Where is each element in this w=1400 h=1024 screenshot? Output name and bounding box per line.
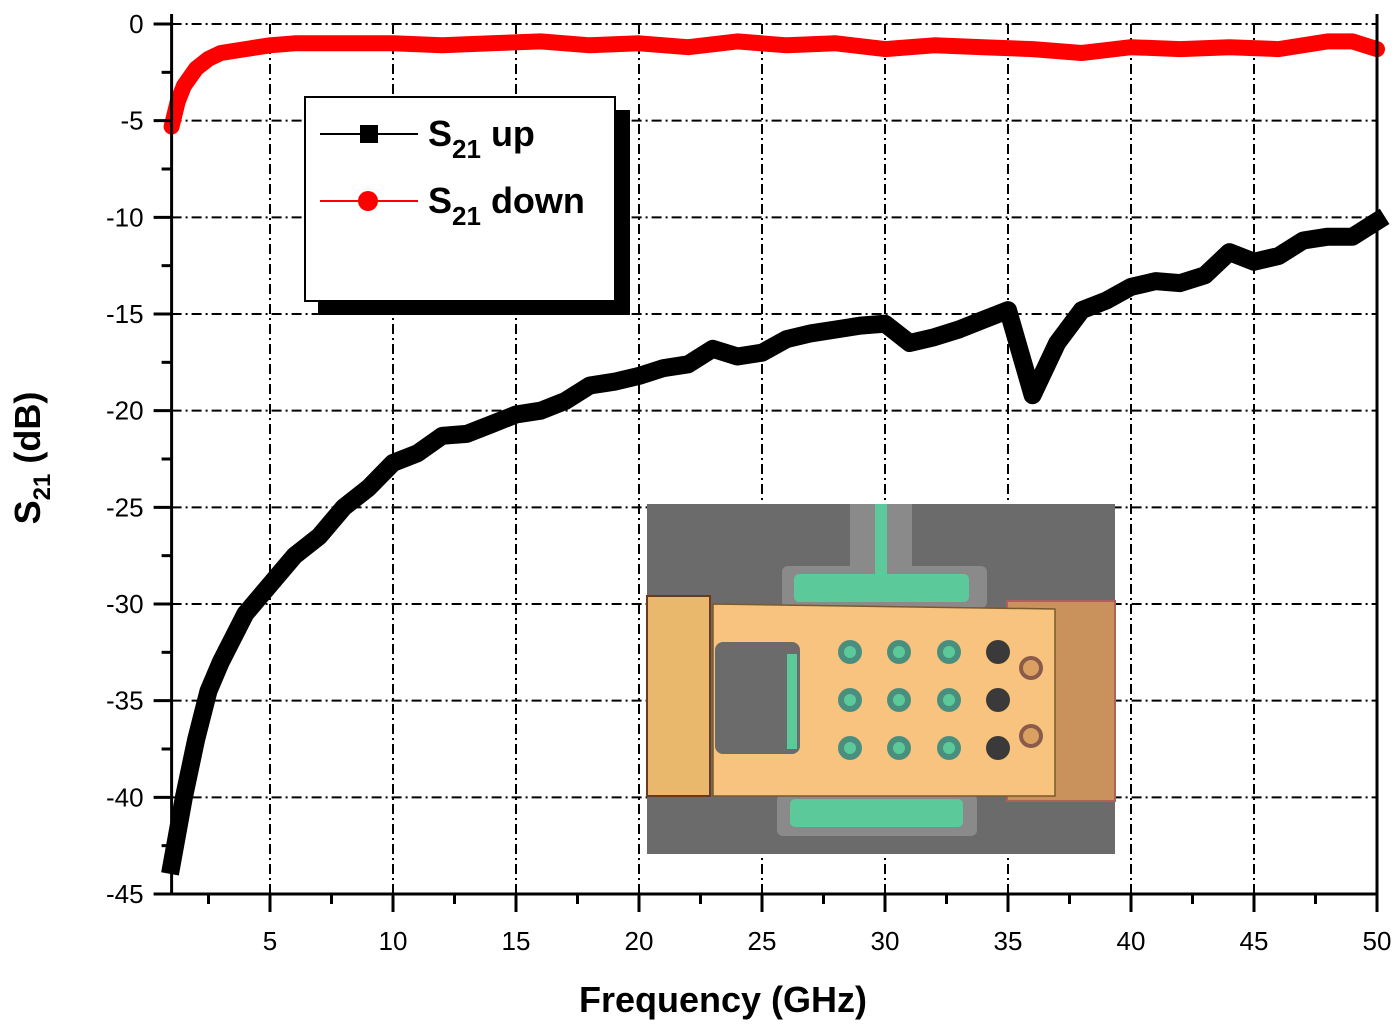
- legend-box: [304, 96, 616, 302]
- x-tick-label: 30: [871, 926, 900, 956]
- svg-text:S21 (dB): S21 (dB): [7, 392, 56, 525]
- x-tick-label: 45: [1240, 926, 1269, 956]
- x-tick-label: 10: [379, 926, 408, 956]
- beam-window: [715, 642, 800, 754]
- legend-square-marker-icon: [360, 125, 378, 143]
- legend-label: S21 up: [428, 113, 535, 164]
- x-tick-label: 40: [1117, 926, 1146, 956]
- data-series: [161, 33, 1390, 876]
- y-tick-label: -5: [120, 106, 143, 136]
- axis-titles: Frequency (GHz) S21 (dB): [7, 392, 867, 1020]
- x-tick-label: 50: [1363, 926, 1392, 956]
- y-tick-label: -45: [106, 879, 144, 909]
- release-hole-dark: [986, 688, 1010, 712]
- x-tick-label: 25: [748, 926, 777, 956]
- x-axis-title: Frequency (GHz): [579, 979, 867, 1020]
- legend-circle-marker-icon: [358, 191, 378, 211]
- legend: S21 up S21 down: [304, 96, 630, 315]
- tick-labels: 0 -5 -10 -15 -20 -25 -30 -35 -40 -45 5 10 15 20 25 30 35…: [106, 9, 1391, 956]
- y-tick-label: -35: [106, 686, 144, 716]
- y-tick-label: -25: [106, 492, 144, 522]
- release-hole-dark: [986, 736, 1010, 760]
- top-electrode: [794, 574, 969, 602]
- y-axis-title: S21 (dB): [7, 392, 56, 525]
- y-tick-label: -15: [106, 299, 144, 329]
- y-tick-label: -20: [106, 396, 144, 426]
- x-tick-label: 35: [994, 926, 1023, 956]
- y-axis-title-sub: 21: [29, 474, 56, 501]
- x-tick-label: 20: [625, 926, 654, 956]
- signal-line: [875, 504, 887, 576]
- series-line-s21-up: [161, 208, 1390, 876]
- x-tick-label: 5: [263, 926, 277, 956]
- bottom-electrode: [790, 799, 963, 827]
- release-hole-dark: [986, 640, 1010, 664]
- axes: [153, 14, 1379, 912]
- y-tick-label: -10: [106, 202, 144, 232]
- y-tick-label: 0: [129, 9, 143, 39]
- y-axis-title-main: S: [7, 500, 48, 524]
- series-line-s21-down: [163, 33, 1385, 135]
- device-micrograph-inset: [646, 504, 1116, 854]
- y-tick-label: -30: [106, 589, 144, 619]
- y-tick-label: -40: [106, 782, 144, 812]
- y-axis-title-rest: (dB): [7, 392, 48, 474]
- anchor-pad: [646, 595, 711, 797]
- legend-label: S21 down: [428, 180, 585, 231]
- x-tick-label: 15: [502, 926, 531, 956]
